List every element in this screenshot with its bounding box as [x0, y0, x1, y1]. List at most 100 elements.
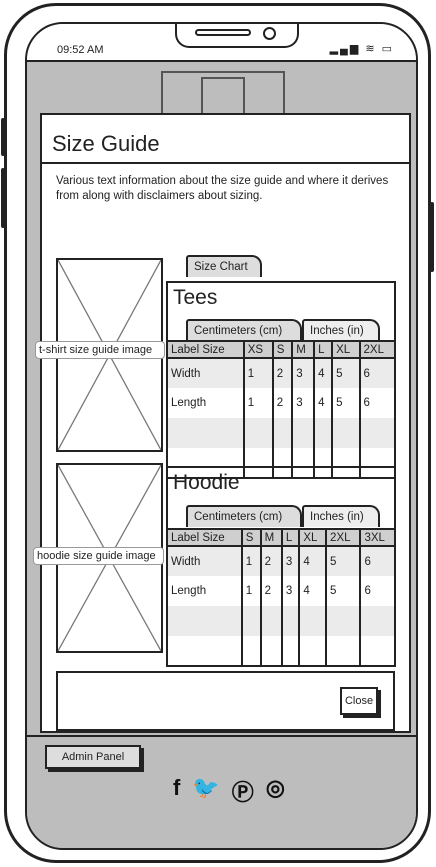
column-header: XL [298, 529, 327, 546]
instagram-icon[interactable]: ◎ [265, 775, 285, 800]
hoodie-size-table: Label Size S M L XL 2XL 3XL Width 1 [166, 528, 396, 667]
column-header: S [271, 341, 293, 358]
row-label: Width [171, 555, 201, 568]
table-cell [325, 606, 361, 636]
column-header: 2XL [358, 341, 395, 358]
table-cell [313, 448, 333, 478]
speaker-icon [195, 29, 251, 36]
tees-title: Tees [173, 286, 218, 309]
table-cell [167, 418, 244, 448]
logo-placeholder [201, 77, 245, 115]
admin-panel-button[interactable]: Admin Panel [45, 745, 141, 769]
column-header: M [291, 341, 315, 358]
tab-tees-inches[interactable]: Inches (in) [302, 319, 380, 341]
tshirt-image-caption: t-shirt size guide image [35, 341, 165, 359]
notch [175, 24, 299, 48]
row-label: Length [171, 585, 207, 597]
table-cell [313, 418, 333, 448]
table-cell: 5 [331, 358, 360, 388]
tab-size-chart[interactable]: Size Chart [186, 255, 262, 277]
size-guide-modal: Size Guide Various text information abou… [33, 113, 411, 733]
tab-tees-centimeters[interactable]: Centimeters (cm) [186, 319, 302, 341]
modal-title: Size Guide [52, 131, 160, 156]
table-cell: 6 [358, 388, 395, 418]
tab-hoodie-inches[interactable]: Inches (in) [302, 505, 380, 527]
status-time: 09:52 AM [57, 44, 104, 56]
table-cell [358, 418, 395, 448]
column-header: Label Size [171, 531, 225, 544]
row-label: Width [171, 367, 201, 380]
table-cell [280, 606, 300, 636]
table-cell [358, 448, 395, 478]
table-row [167, 448, 395, 478]
table-cell: 3 [291, 358, 315, 388]
table-cell: 3 [280, 546, 300, 576]
table-cell: 3 [280, 576, 300, 606]
modal-description: Various text information about the size … [56, 175, 389, 202]
table-cell: 4 [298, 576, 327, 606]
table-cell: 5 [331, 388, 360, 418]
phone-frame: 09:52 AM ▂▄▆ ≋ ▭ Size Guide Various text… [1, 3, 434, 863]
tees-size-table: Label Size XS S M L XL 2XL Width 1 [166, 340, 396, 479]
column-header: S [240, 529, 261, 546]
table-cell [331, 448, 360, 478]
table-header-row: Label Size S M L XL 2XL 3XL [167, 529, 395, 546]
column-header: 3XL [359, 529, 395, 546]
column-header: L [280, 529, 300, 546]
table-cell [240, 636, 261, 666]
table-cell: 2 [271, 388, 293, 418]
table-cell: 1 [240, 546, 261, 576]
table-cell [240, 606, 261, 636]
table-row: Length 1 2 3 4 5 6 [167, 388, 395, 418]
table-row [167, 606, 395, 636]
camera-icon [263, 27, 276, 40]
table-cell: 1 [242, 358, 273, 388]
status-bar: 09:52 AM ▂▄▆ ≋ ▭ [27, 24, 416, 62]
table-cell [242, 418, 273, 448]
column-header: L [313, 341, 333, 358]
table-cell [325, 636, 361, 666]
table-cell [280, 636, 300, 666]
status-icons: ▂▄▆ ≋ ▭ [329, 43, 394, 55]
table-cell [271, 418, 293, 448]
table-cell [298, 636, 327, 666]
table-cell [271, 448, 293, 478]
twitter-icon[interactable]: 🐦 [192, 775, 220, 800]
side-button [1, 118, 5, 156]
table-cell [259, 636, 282, 666]
page-footer: Admin Panel f 🐦 Ⓟ ◎ [27, 735, 416, 848]
modal-footer: Close [56, 671, 395, 731]
table-cell: 6 [359, 576, 395, 606]
table-row [167, 636, 395, 666]
table-cell: 6 [358, 358, 395, 388]
table-cell: 3 [291, 388, 315, 418]
table-cell: 1 [242, 388, 273, 418]
table-header-row: Label Size XS S M L XL 2XL [167, 341, 395, 358]
facebook-icon[interactable]: f [173, 775, 181, 800]
table-cell [298, 606, 327, 636]
table-row: Width 1 2 3 4 5 6 [167, 358, 395, 388]
table-cell: 4 [313, 358, 333, 388]
table-cell [291, 448, 315, 478]
table-cell: 4 [298, 546, 327, 576]
row-label: Length [171, 397, 207, 409]
table-cell: 4 [313, 388, 333, 418]
social-links: f 🐦 Ⓟ ◎ [173, 775, 285, 807]
table-cell [291, 418, 315, 448]
table-cell: 2 [271, 358, 293, 388]
table-row [167, 418, 395, 448]
column-header: XS [242, 341, 273, 358]
side-button [1, 168, 5, 228]
table-cell [331, 418, 360, 448]
table-cell [359, 606, 395, 636]
table-cell: 5 [325, 576, 361, 606]
pinterest-icon[interactable]: Ⓟ [231, 780, 254, 805]
table-cell [167, 606, 242, 636]
size-chart-panel: Tees Centimeters (cm) Inches (in) Label … [166, 281, 396, 667]
close-button[interactable]: Close [340, 687, 378, 715]
modal-divider [42, 162, 409, 164]
table-cell: 5 [325, 546, 361, 576]
hoodie-title: Hoodie [173, 471, 240, 494]
side-button [430, 202, 434, 272]
tab-hoodie-centimeters[interactable]: Centimeters (cm) [186, 505, 302, 527]
